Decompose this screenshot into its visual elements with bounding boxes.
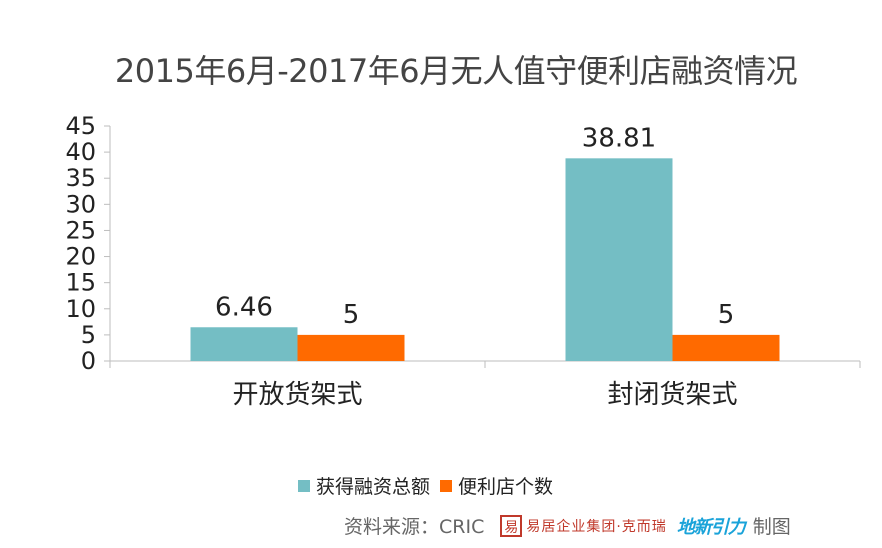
data-label: 5 bbox=[343, 300, 360, 330]
data-label: 5 bbox=[718, 300, 735, 330]
source-note: 资料来源：CRIC bbox=[344, 516, 485, 538]
y-tick-label: 5 bbox=[81, 321, 96, 349]
y-tick-label: 35 bbox=[65, 164, 96, 192]
data-label: 38.81 bbox=[582, 123, 656, 153]
cric-logo-icon: 易 bbox=[500, 514, 523, 537]
x-category-label: 开放货架式 bbox=[232, 380, 362, 410]
footer: 资料来源：CRIC 易 易居企业集团·克而瑞 地新引力 制图 bbox=[344, 512, 791, 539]
bar bbox=[190, 327, 298, 361]
y-tick-label: 10 bbox=[65, 295, 96, 323]
y-tick-label: 20 bbox=[65, 243, 96, 271]
legend-swatch-stores bbox=[440, 479, 453, 492]
legend: 获得融资总额 便利店个数 bbox=[298, 472, 563, 499]
y-tick-label: 30 bbox=[65, 190, 96, 218]
cric-logo-text: 易居企业集团·克而瑞 bbox=[526, 518, 667, 535]
bar bbox=[672, 334, 780, 361]
data-label: 6.46 bbox=[215, 292, 273, 322]
legend-item-stores: 便利店个数 bbox=[440, 472, 553, 499]
legend-swatch-funding bbox=[298, 479, 310, 492]
legend-label-funding: 获得融资总额 bbox=[316, 476, 431, 498]
y-tick-label: 40 bbox=[65, 138, 96, 166]
bar bbox=[297, 334, 405, 361]
chart-title: 2015年6月-2017年6月无人值守便利店融资情况 bbox=[114, 52, 798, 90]
y-tick-label: 25 bbox=[65, 216, 96, 244]
dixinyinli-logo: 地新引力 bbox=[676, 516, 746, 538]
y-tick-label: 45 bbox=[65, 112, 96, 140]
made-by-label: 制图 bbox=[752, 516, 791, 538]
x-category-label: 封闭货架式 bbox=[607, 380, 737, 410]
y-tick-label: 0 bbox=[81, 347, 96, 375]
bar bbox=[565, 158, 673, 361]
legend-label-stores: 便利店个数 bbox=[458, 476, 554, 498]
legend-item-funding: 获得融资总额 bbox=[298, 472, 430, 499]
y-tick-label: 15 bbox=[65, 269, 96, 297]
